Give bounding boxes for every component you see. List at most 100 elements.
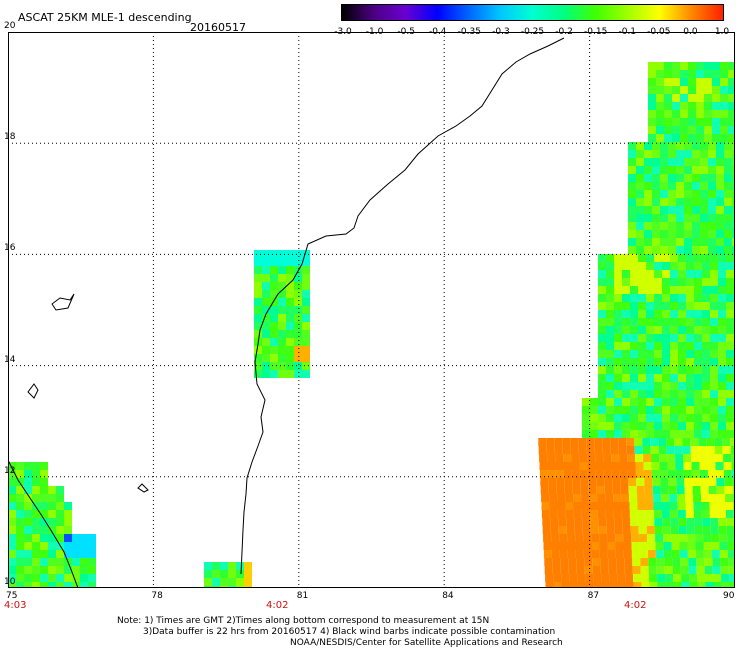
swath-cell [554, 438, 563, 446]
swath-cell [701, 510, 710, 518]
swath-cell [704, 70, 712, 78]
swath-cell [638, 310, 646, 318]
swath-cell [728, 94, 735, 102]
swath-cell [591, 542, 600, 550]
swath-cell [678, 270, 686, 278]
swath-cell [665, 574, 674, 582]
swath-cell [48, 550, 56, 558]
swath-cell [630, 342, 638, 350]
swath-cell [704, 94, 712, 102]
coastline-west [8, 459, 79, 588]
swath-cell [721, 582, 730, 588]
swath-cell [558, 526, 567, 534]
swath-cell [608, 566, 617, 574]
swath-cell [615, 542, 624, 550]
swath-cell [294, 354, 302, 362]
swath-cell [24, 550, 32, 558]
swath-cell [638, 262, 646, 270]
swath-cell [638, 518, 647, 526]
swath-cell [294, 338, 302, 346]
swath-cell [717, 510, 726, 518]
swath-cell [678, 334, 686, 342]
swath-cell [630, 406, 638, 414]
swath-cell [683, 462, 692, 470]
swath-cell [666, 446, 675, 454]
swath-cell [710, 382, 718, 390]
swath-cell [704, 118, 712, 126]
swath-cell [654, 278, 662, 286]
swath-cell [700, 206, 708, 214]
swath-cell [654, 366, 662, 374]
swath-cell [694, 406, 702, 414]
swath-cell [594, 446, 603, 454]
swath-cell [580, 486, 589, 494]
swath-cell [604, 478, 613, 486]
swath-cell [302, 362, 310, 370]
swath-cell [646, 302, 654, 310]
swath-cell [726, 262, 734, 270]
note-line-1: Note: 1) Times are GMT 2)Times along bot… [117, 616, 490, 626]
swath-cell [254, 346, 262, 354]
swath-cell [718, 358, 726, 366]
swath-cell [549, 494, 558, 502]
swath-cell [557, 502, 566, 510]
swath-cell [700, 150, 708, 158]
swath-cell [543, 550, 552, 558]
swath-cell [614, 350, 622, 358]
swath-cell [652, 478, 661, 486]
swath-cell [638, 278, 646, 286]
swath-cell [623, 534, 632, 542]
swath-cell [547, 454, 556, 462]
swath-cell [636, 238, 644, 246]
swath-cell [650, 438, 659, 446]
swath-cell [708, 486, 717, 494]
swath-cell [716, 158, 724, 166]
swath-cell [212, 578, 220, 586]
swath-cell [702, 326, 710, 334]
swath-cell [676, 222, 684, 230]
swath-cell [654, 518, 663, 526]
swath-cell [636, 166, 644, 174]
swath-cell [629, 494, 638, 502]
swath-cell [613, 510, 622, 518]
swath-cell [614, 342, 622, 350]
swath-cell [670, 270, 678, 278]
swath-cell [630, 334, 638, 342]
swath-cell [278, 362, 286, 370]
swath-cell [672, 70, 680, 78]
swath-cell [724, 206, 732, 214]
swath-cell [628, 230, 636, 238]
swath-cell [702, 390, 710, 398]
swath-cell [724, 246, 732, 254]
swath-cell [302, 306, 310, 314]
swath-cell [294, 306, 302, 314]
swath-cell [656, 110, 664, 118]
swath-cell [32, 574, 40, 582]
swath-cell [302, 250, 310, 258]
swath-cell [614, 326, 622, 334]
swath-cell [606, 262, 614, 270]
swath-cell [254, 362, 262, 370]
swath-cell [606, 334, 614, 342]
swath-cell [680, 110, 688, 118]
swath-cell [669, 510, 678, 518]
swath-cell [606, 254, 614, 262]
swath-cell [635, 454, 644, 462]
swath-cell [718, 414, 726, 422]
swath-cell [590, 430, 598, 438]
swath-cell [688, 118, 696, 126]
swath-cell [686, 526, 695, 534]
swath-cell [605, 494, 614, 502]
swath-cell [622, 382, 630, 390]
swath-cell [606, 342, 614, 350]
swath-cell [539, 462, 548, 470]
swath-cell [593, 574, 602, 582]
swath-cell [700, 190, 708, 198]
swath-cell [585, 574, 594, 582]
swath-cell [687, 542, 696, 550]
swath-cell [694, 422, 702, 430]
swath-cell [617, 574, 626, 582]
swath-cell [732, 230, 735, 238]
swath-cell [715, 454, 724, 462]
swath-cell [32, 462, 40, 470]
